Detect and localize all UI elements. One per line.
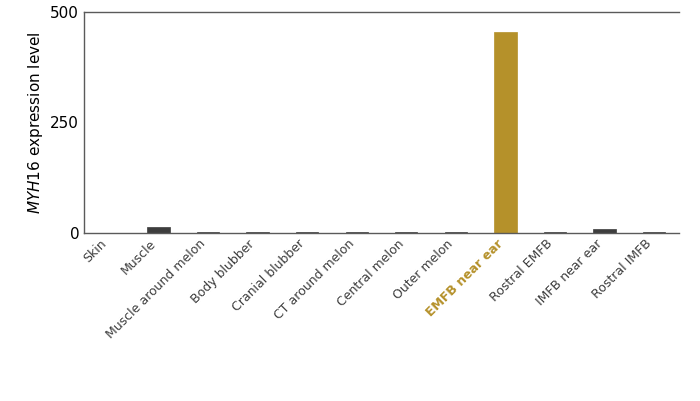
Bar [594,229,616,233]
Bar [444,232,467,233]
Bar [544,232,566,233]
Bar [147,227,169,233]
Bar [643,232,666,233]
Bar [494,32,517,233]
Bar [197,232,219,233]
Bar [395,232,417,233]
Y-axis label: $\it{MYH16}$ expression level: $\it{MYH16}$ expression level [26,31,45,214]
Bar [346,232,368,233]
Bar [296,232,318,233]
Bar [246,232,269,233]
